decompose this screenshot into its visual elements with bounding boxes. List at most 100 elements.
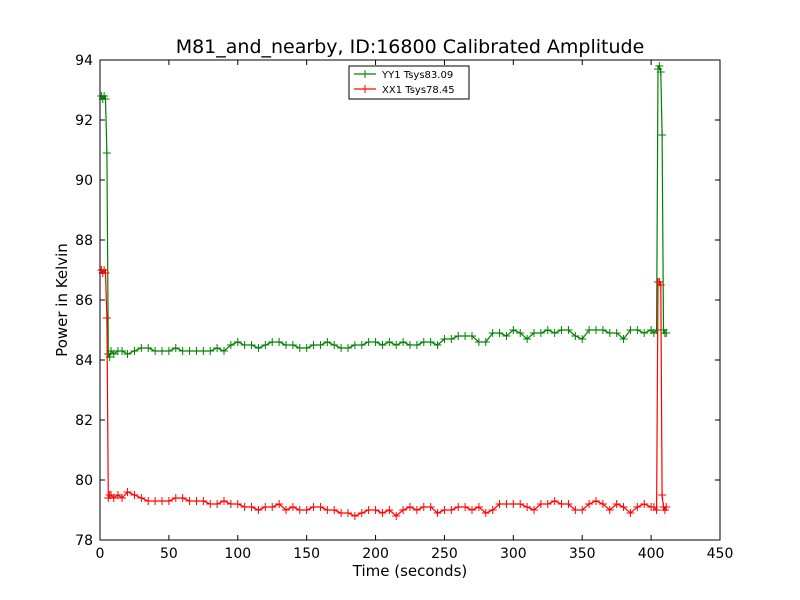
data-point [662,503,671,511]
x-tick-label: 150 [293,546,320,562]
data-point [585,326,594,334]
data-point [502,500,511,508]
data-point [652,506,661,514]
data-point [655,62,664,70]
data-point [323,338,332,346]
data-point [199,347,208,355]
data-point [101,95,110,103]
data-point [371,506,380,514]
data-point [495,500,504,508]
data-point [316,503,325,511]
x-tick-label: 100 [224,546,251,562]
data-point [656,68,665,76]
data-point [488,506,497,514]
data-point [282,341,290,349]
data-point [206,500,215,508]
data-point [233,500,242,508]
legend-box [348,65,470,100]
data-point [102,314,111,322]
data-point [130,347,139,355]
data-point [626,509,635,517]
data-point [447,506,456,514]
data-point [330,506,339,514]
data-point [461,503,470,511]
data-point [357,509,366,517]
data-point [295,344,304,352]
data-point [323,506,332,514]
y-tick-label: 84 [75,353,93,369]
series-1 [97,266,671,520]
data-point [523,503,532,511]
y-tick-label: 92 [75,113,93,129]
data-point [495,329,504,337]
y-tick-label: 90 [75,173,93,189]
data-point [192,497,201,505]
data-point [592,326,600,334]
y-axis-label: Power in Kelvin [53,243,71,357]
data-point [592,497,600,505]
data-point [137,344,146,352]
x-tick-label: 250 [431,546,458,562]
data-point [123,488,132,496]
data-point [433,509,442,517]
data-point [178,347,187,355]
data-point [468,506,476,514]
data-point [523,335,532,343]
data-point [392,341,401,349]
data-point [226,500,235,508]
data-point [309,503,318,511]
data-point [371,338,380,346]
data-point [619,503,628,511]
data-point [633,503,642,511]
data-point [118,494,127,502]
data-point [406,341,414,349]
data-point [137,494,146,502]
data-point [530,506,538,514]
data-point [419,503,428,511]
data-point [440,335,449,343]
data-point [233,338,242,346]
data-point [102,149,111,157]
data-point [151,497,160,505]
data-point [399,506,408,514]
series-0 [97,62,671,361]
x-tick-label: 0 [96,546,105,562]
legend-label-1: XX1 Tsys78.45 [382,85,455,96]
data-point [302,344,311,352]
data-point [164,347,173,355]
x-tick-label: 50 [160,546,178,562]
data-point [488,329,497,337]
data-point [254,344,263,352]
data-point [426,338,435,346]
data-point [275,338,284,346]
data-point [213,500,222,508]
data-point [447,335,456,343]
chart-title: M81_and_nearby, ID:16800 Calibrated Ampl… [176,36,645,58]
data-point [337,509,346,517]
data-point [656,281,665,289]
data-point [598,326,607,334]
data-point [213,344,222,352]
data-point [612,500,621,508]
data-point [474,338,483,346]
data-point [543,500,552,508]
data-point [564,326,573,334]
data-point [502,332,511,340]
data-point [109,494,118,502]
data-point [350,341,359,349]
data-point [364,506,373,514]
data-point [288,341,297,349]
legend-marker-1 [361,85,369,93]
data-point [658,131,667,139]
data-point [288,503,297,511]
data-point [178,494,187,502]
data-point [171,344,180,352]
data-point [516,500,525,508]
data-point [185,347,194,355]
data-point [640,329,649,337]
x-tick-label: 450 [707,546,734,562]
data-point [612,329,621,337]
data-point [454,332,463,340]
data-point [261,503,270,511]
data-point [206,347,215,355]
